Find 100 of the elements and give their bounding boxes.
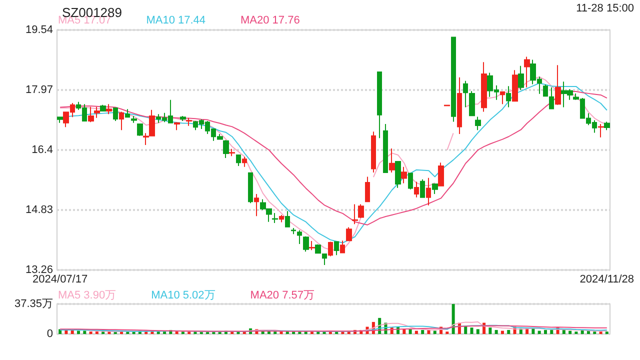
candlestick bbox=[377, 72, 382, 139]
bar bbox=[476, 329, 480, 334]
candlestick bbox=[88, 106, 94, 123]
y-tick-label: 37.35万 bbox=[14, 298, 53, 310]
candlestick bbox=[549, 86, 554, 110]
candlestick bbox=[229, 148, 235, 157]
candlestick bbox=[555, 64, 561, 106]
y-tick-label: 13.26 bbox=[25, 264, 53, 276]
bar bbox=[470, 328, 474, 334]
candlestick bbox=[408, 172, 413, 190]
candlestick bbox=[475, 116, 481, 131]
candlestick bbox=[272, 212, 278, 224]
text: MA5 3.90万 bbox=[58, 290, 116, 302]
candlestick bbox=[383, 124, 388, 174]
candlestick bbox=[137, 124, 143, 136]
candlestick bbox=[420, 178, 425, 198]
candlestick bbox=[389, 148, 395, 174]
bar bbox=[408, 329, 412, 334]
y-tick-label: 14.83 bbox=[25, 204, 53, 216]
candlestick bbox=[506, 86, 511, 108]
candlestick bbox=[500, 91, 505, 105]
candlestick bbox=[131, 115, 137, 124]
bar bbox=[586, 330, 590, 334]
candlestick bbox=[254, 193, 259, 217]
bar bbox=[402, 329, 406, 334]
candlestick bbox=[322, 253, 327, 266]
text: MA10 17.44 bbox=[146, 14, 206, 26]
candlestick bbox=[524, 56, 530, 88]
text: 11-28 15:00 bbox=[576, 2, 634, 14]
candlestick bbox=[426, 177, 431, 206]
bar bbox=[538, 330, 541, 334]
candlestick bbox=[174, 122, 180, 131]
bar bbox=[507, 330, 510, 334]
bar bbox=[77, 330, 80, 334]
y-tick-label: 0 bbox=[46, 328, 53, 340]
x-tick-label: 2024/11/28 bbox=[580, 274, 634, 286]
candlestick bbox=[469, 90, 475, 116]
bar bbox=[464, 326, 468, 334]
bar bbox=[452, 304, 455, 334]
bar bbox=[500, 330, 504, 334]
candlestick bbox=[242, 156, 247, 168]
candlestick bbox=[365, 176, 370, 202]
bar bbox=[488, 328, 492, 334]
candlestick bbox=[236, 154, 241, 167]
bar bbox=[494, 330, 498, 334]
candlestick bbox=[358, 204, 364, 219]
candlestick bbox=[285, 210, 290, 228]
text: MA20 17.76 bbox=[240, 14, 300, 26]
text: MA20 7.57万 bbox=[250, 290, 314, 302]
candlestick bbox=[106, 104, 112, 115]
candlestick bbox=[438, 162, 444, 186]
candlestick bbox=[481, 62, 487, 112]
candlestick bbox=[248, 172, 253, 204]
candlestick bbox=[100, 104, 106, 112]
bar bbox=[550, 330, 554, 334]
bar bbox=[433, 330, 436, 334]
bar bbox=[562, 330, 566, 334]
candlestick bbox=[457, 76, 462, 134]
candlestick bbox=[401, 166, 407, 184]
x-tick-label: 2024/07/17 bbox=[32, 274, 88, 286]
candlestick bbox=[119, 111, 124, 131]
candlestick bbox=[512, 70, 518, 102]
y-tick-label: 17.97 bbox=[25, 84, 53, 96]
bar bbox=[544, 330, 547, 334]
candlestick bbox=[309, 240, 315, 251]
candlestick bbox=[340, 240, 345, 254]
candlestick bbox=[604, 121, 610, 131]
bar bbox=[83, 330, 86, 334]
candlestick bbox=[328, 241, 333, 257]
candlestick bbox=[451, 36, 456, 122]
candlestick bbox=[113, 107, 118, 122]
bar bbox=[568, 330, 572, 334]
y-tick-label: 16.4 bbox=[32, 144, 53, 156]
candlestick bbox=[94, 106, 100, 118]
candlestick bbox=[186, 117, 192, 126]
bar bbox=[532, 328, 535, 334]
bar bbox=[421, 330, 424, 334]
candlestick bbox=[395, 160, 401, 188]
bar bbox=[427, 330, 430, 334]
candlestick bbox=[291, 227, 296, 235]
candlestick bbox=[180, 115, 186, 122]
candlestick bbox=[598, 124, 604, 138]
y-tick-label: 19.54 bbox=[25, 24, 53, 36]
candlestick bbox=[371, 131, 376, 174]
line-series bbox=[60, 91, 608, 226]
candlestick bbox=[346, 226, 352, 242]
candlestick bbox=[543, 84, 548, 97]
candlestick bbox=[297, 230, 302, 245]
text: MA10 5.02万 bbox=[151, 290, 216, 302]
bar bbox=[414, 330, 418, 334]
candlestick bbox=[463, 80, 468, 108]
candlestick bbox=[334, 241, 339, 256]
candlestick bbox=[57, 116, 63, 124]
candlestick bbox=[223, 140, 229, 159]
candlestick bbox=[303, 236, 309, 252]
candlestick bbox=[518, 65, 524, 90]
candlestick bbox=[315, 244, 321, 254]
candlestick bbox=[125, 108, 130, 118]
candlestick bbox=[432, 184, 438, 194]
candlestick bbox=[414, 181, 419, 198]
